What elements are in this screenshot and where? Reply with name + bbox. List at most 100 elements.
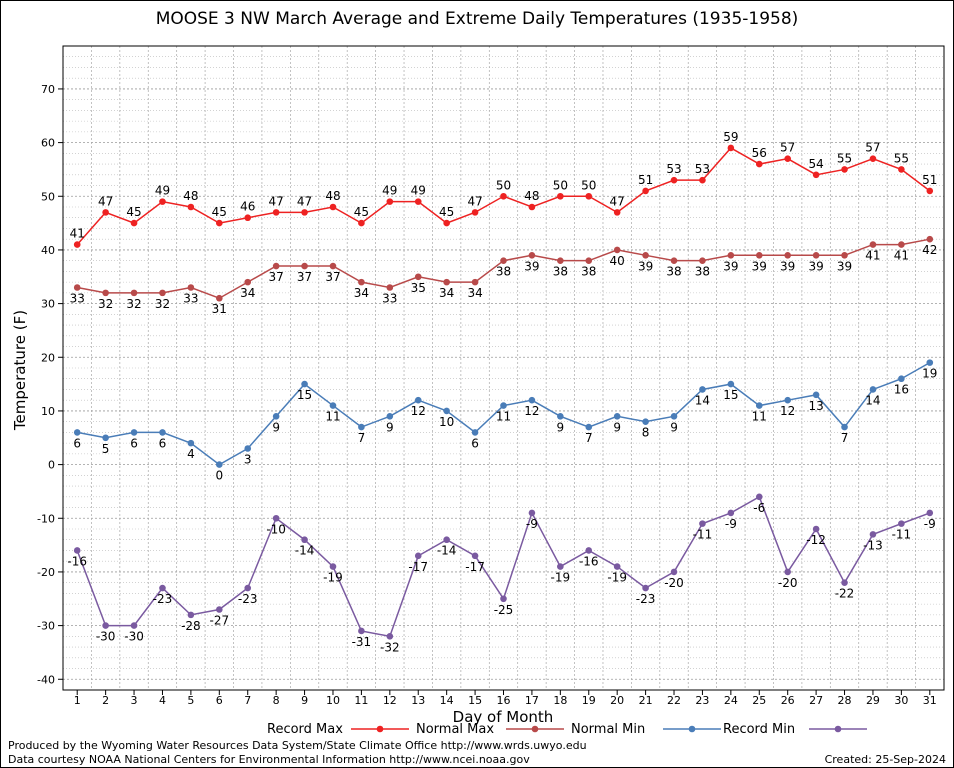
data-label-normal-min: 8 bbox=[642, 426, 650, 440]
y-tick-label: 20 bbox=[41, 351, 55, 364]
data-point-normal-min bbox=[329, 402, 337, 409]
data-label-normal-min: 7 bbox=[358, 431, 366, 445]
data-label-normal-max: 42 bbox=[922, 243, 937, 257]
data-label-record-max: 41 bbox=[70, 227, 85, 241]
data-point-normal-min bbox=[670, 413, 678, 420]
data-point-record-max bbox=[613, 209, 621, 216]
data-point-record-min bbox=[784, 568, 791, 576]
data-point-record-min bbox=[414, 552, 422, 560]
legend-item-normal-min: Normal Min bbox=[571, 722, 721, 737]
x-tick-label: 20 bbox=[610, 694, 624, 707]
data-point-record-min bbox=[841, 579, 848, 586]
data-point-record-max bbox=[670, 176, 678, 184]
data-point-normal-min bbox=[187, 439, 195, 447]
data-label-record-min: -19 bbox=[607, 571, 627, 585]
data-label-record-min: -28 bbox=[181, 619, 201, 633]
y-tick-label: -40 bbox=[37, 673, 55, 686]
data-label-normal-max: 32 bbox=[155, 297, 170, 311]
x-tick-label: 30 bbox=[894, 694, 908, 707]
data-point-normal-min bbox=[585, 423, 593, 431]
data-label-normal-min: 3 bbox=[244, 453, 252, 467]
data-point-normal-min bbox=[699, 386, 706, 393]
x-tick-label: 21 bbox=[639, 694, 653, 707]
data-label-normal-min: 19 bbox=[922, 367, 937, 381]
data-point-record-max bbox=[784, 155, 791, 162]
x-tick-label: 13 bbox=[411, 694, 425, 707]
data-point-normal-max bbox=[159, 289, 166, 297]
data-point-record-max bbox=[528, 203, 536, 211]
data-label-normal-min: 11 bbox=[496, 410, 511, 424]
x-tick-label: 11 bbox=[354, 694, 368, 707]
data-label-normal-max: 39 bbox=[524, 259, 539, 273]
data-label-record-min: -9 bbox=[526, 517, 538, 531]
legend-marker-record-min bbox=[834, 725, 842, 733]
data-point-record-max bbox=[926, 187, 934, 195]
data-label-normal-min: 11 bbox=[325, 410, 340, 424]
data-point-record-min bbox=[358, 627, 365, 635]
data-point-record-max bbox=[414, 198, 422, 205]
data-label-normal-max: 32 bbox=[126, 297, 141, 311]
data-point-record-min bbox=[130, 622, 138, 629]
data-point-normal-min bbox=[812, 391, 820, 399]
x-tick-label: 25 bbox=[752, 694, 766, 707]
data-label-record-max: 54 bbox=[808, 157, 823, 171]
data-label-normal-min: 6 bbox=[73, 436, 81, 450]
data-label-record-max: 51 bbox=[922, 173, 937, 187]
data-label-normal-min: 12 bbox=[780, 404, 795, 418]
series-normal-max: 33 32 32 32 33 31 34 37 37 37 34 33 35 34 34 38 39 38 38 40… bbox=[70, 235, 937, 316]
data-point-normal-min bbox=[557, 413, 564, 420]
legend-marker-normal-max bbox=[531, 725, 539, 733]
data-point-normal-max bbox=[443, 278, 450, 286]
legend: Record Max Normal Max Normal Min Record Min bbox=[267, 722, 867, 737]
data-label-normal-min: 16 bbox=[894, 383, 909, 397]
data-label-record-max: 48 bbox=[524, 189, 539, 203]
y-tick-label: -10 bbox=[37, 512, 55, 525]
data-point-record-min bbox=[642, 584, 649, 592]
legend-marker-record-max bbox=[376, 725, 384, 733]
data-point-record-min bbox=[869, 531, 877, 538]
data-label-normal-min: 12 bbox=[411, 404, 426, 418]
data-label-normal-min: 9 bbox=[386, 420, 394, 434]
data-label-normal-max: 32 bbox=[98, 297, 113, 311]
data-point-normal-min bbox=[443, 407, 450, 415]
data-label-record-max: 59 bbox=[723, 130, 738, 144]
y-tick-label: 50 bbox=[41, 190, 55, 203]
x-tick-label: 22 bbox=[667, 694, 681, 707]
data-label-record-min: -31 bbox=[352, 635, 372, 649]
series-record-max: 41 47 45 49 48 45 46 47 47 48 45 49 49 45 47 50 48 50 50 47… bbox=[70, 130, 937, 248]
data-point-record-max bbox=[244, 214, 252, 222]
data-point-normal-max bbox=[727, 252, 735, 259]
legend-item-record-min: Record Min bbox=[723, 722, 867, 737]
data-point-record-max bbox=[557, 192, 564, 200]
data-point-record-min bbox=[102, 622, 109, 629]
y-axis-label: Temperature (F) bbox=[11, 310, 29, 431]
y-tick-label: -20 bbox=[37, 566, 55, 579]
data-label-normal-min: 7 bbox=[841, 431, 849, 445]
y-tick-label: 30 bbox=[41, 298, 55, 311]
data-label-normal-min: 11 bbox=[752, 410, 767, 424]
data-point-record-min bbox=[812, 525, 820, 533]
x-tick-label: 12 bbox=[383, 694, 397, 707]
data-point-record-max bbox=[727, 144, 735, 152]
y-tick-label: 10 bbox=[41, 405, 55, 418]
data-label-normal-max: 39 bbox=[808, 259, 823, 273]
data-point-record-max bbox=[500, 192, 507, 200]
data-point-record-min bbox=[73, 547, 81, 554]
data-label-normal-min: 6 bbox=[130, 436, 138, 450]
data-label-record-min: -23 bbox=[238, 592, 258, 606]
data-label-record-max: 57 bbox=[865, 141, 880, 155]
data-point-normal-max bbox=[244, 278, 252, 286]
data-label-record-max: 48 bbox=[183, 189, 198, 203]
data-point-normal-max bbox=[926, 235, 934, 243]
data-point-record-max bbox=[898, 166, 905, 173]
data-point-record-max bbox=[585, 192, 593, 200]
x-tick-label: 7 bbox=[244, 694, 251, 707]
data-label-record-max: 45 bbox=[439, 205, 454, 219]
data-label-record-min: -10 bbox=[266, 522, 286, 536]
y-tick-label: 0 bbox=[48, 459, 55, 472]
data-label-normal-max: 38 bbox=[496, 265, 511, 279]
legend-item-record-max: Record Max bbox=[267, 722, 409, 737]
x-tick-label: 29 bbox=[866, 694, 880, 707]
data-label-normal-min: 9 bbox=[613, 420, 621, 434]
